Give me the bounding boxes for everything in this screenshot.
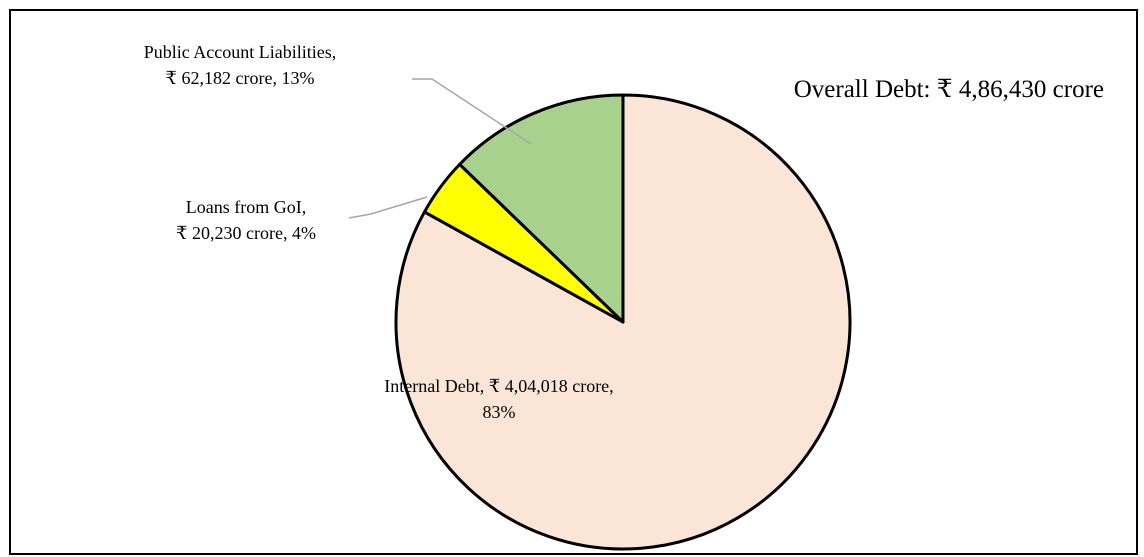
data-label-loans-from-goi: Loans from GoI, ₹ 20,230 crore, 4% — [176, 197, 316, 243]
pie-slices — [394, 93, 852, 551]
pie-chart: Internal Debt, ₹ 4,04,018 crore, 83% Loans… — [144, 42, 1104, 551]
overall-debt-annotation: Overall Debt: ₹ 4,86,430 crore — [794, 76, 1104, 103]
leader-line-loans-from-goi — [348, 196, 428, 219]
leader-line-public-account-liabilities — [412, 78, 532, 145]
chart-frame: Internal Debt, ₹ 4,04,018 crore, 83% Loans… — [9, 9, 1138, 555]
data-label-public-account-liabilities: Public Account Liabilities, ₹ 62,182 cror… — [144, 42, 336, 88]
slice-labels: Internal Debt, ₹ 4,04,018 crore, 83% Loans… — [144, 42, 614, 422]
pie-slice-public-account-liabilities — [458, 93, 625, 324]
leader-lines — [348, 78, 532, 219]
data-label-internal-debt: Internal Debt, ₹ 4,04,018 crore, 83% — [384, 376, 613, 422]
